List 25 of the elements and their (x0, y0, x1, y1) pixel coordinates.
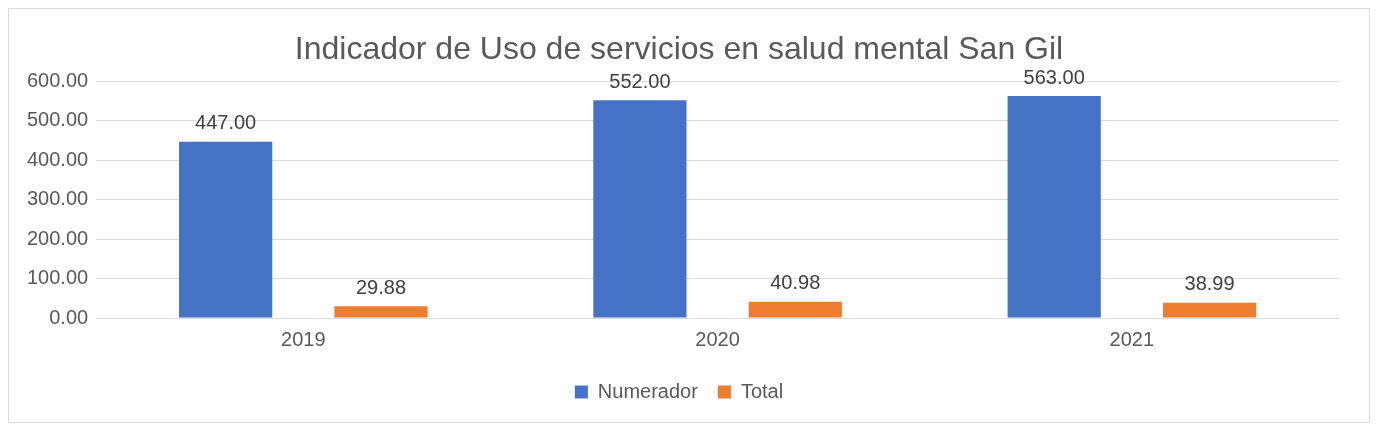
bar (593, 100, 687, 318)
bar (748, 301, 842, 318)
data-label: 552.00 (609, 69, 671, 92)
bar (179, 141, 273, 318)
bar (1162, 302, 1257, 318)
y-tick-label: 100.00 (27, 266, 89, 289)
y-tick-label: 500.00 (27, 108, 89, 131)
y-tick-label: 300.00 (27, 187, 89, 210)
y-tick-label: 600.00 (27, 68, 89, 91)
bar (1007, 95, 1101, 318)
chart-title: Indicador de Uso de servicios en salud mental San Gil (294, 30, 1064, 67)
data-label: 38.99 (1184, 272, 1235, 295)
x-tick-label: 2021 (1109, 327, 1155, 350)
bar (334, 306, 428, 318)
legend-label: Total (740, 379, 784, 402)
legend-label: Numerador (597, 379, 699, 402)
data-label: 29.88 (355, 275, 407, 298)
x-tick-label: 2019 (281, 327, 326, 350)
data-label: 563.00 (1023, 65, 1085, 88)
y-tick-label: 200.00 (27, 226, 89, 249)
data-label: 447.00 (195, 111, 257, 134)
y-tick-label: 400.00 (27, 147, 89, 170)
x-tick-label: 2020 (695, 327, 740, 350)
y-tick-label: 0.00 (49, 305, 89, 328)
data-label: 40.98 (770, 271, 821, 294)
